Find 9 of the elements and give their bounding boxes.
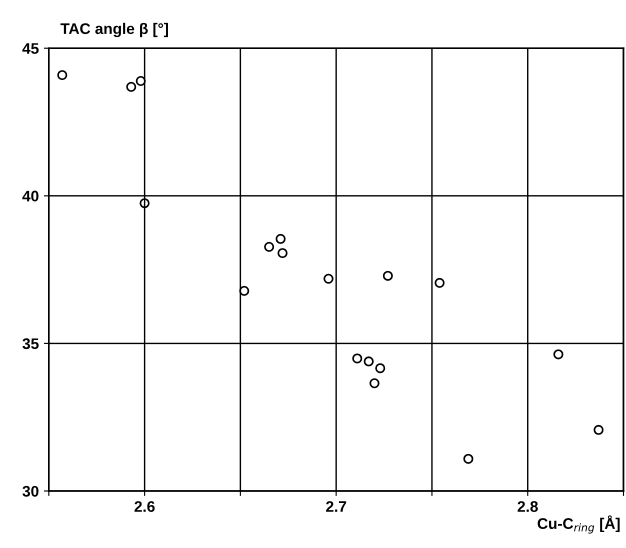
y-tick-label: 30 — [22, 486, 38, 497]
x-axis-title: Cu-C$_{ring}$ [Å] — [538, 515, 620, 534]
y-axis-title: TAC angle β [°] — [60, 22, 168, 38]
x-tick-label: 2.7 — [326, 501, 346, 512]
x-tick-label: 2.6 — [134, 501, 155, 512]
y-tick-label: 45 — [22, 43, 39, 54]
y-tick-label: 35 — [22, 338, 39, 350]
x-tick-label: 2.8 — [518, 501, 538, 512]
y-tick-label: 40 — [22, 190, 38, 202]
